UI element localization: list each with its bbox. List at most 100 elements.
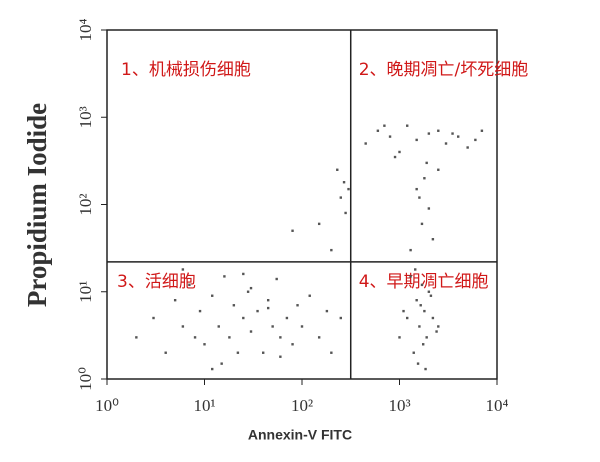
- point: [135, 336, 138, 339]
- point: [173, 299, 177, 302]
- quadrant-label: 3、活细胞: [117, 272, 196, 292]
- point: [418, 325, 421, 328]
- point: [480, 129, 484, 132]
- point: [425, 336, 428, 339]
- point: [383, 124, 386, 127]
- point: [423, 309, 426, 313]
- point: [279, 355, 282, 358]
- point: [474, 138, 477, 142]
- point: [402, 309, 405, 313]
- point: [425, 161, 428, 165]
- point: [414, 268, 417, 271]
- point: [279, 336, 282, 339]
- quadrant-label: 2、晚期凋亡/坏死细胞: [359, 60, 529, 80]
- point: [424, 367, 427, 371]
- point: [342, 181, 346, 184]
- point: [376, 129, 380, 132]
- point: [271, 325, 274, 328]
- point: [211, 294, 214, 297]
- point: [228, 336, 231, 339]
- point: [398, 336, 401, 339]
- point: [336, 168, 339, 171]
- x-axis-title: Annexin-V FITC: [248, 427, 352, 443]
- point: [300, 325, 304, 328]
- point: [437, 168, 440, 171]
- point: [330, 248, 333, 252]
- point: [412, 351, 415, 354]
- point: [420, 222, 424, 226]
- point: [181, 268, 185, 271]
- point: [435, 330, 438, 333]
- point: [427, 290, 431, 293]
- point: [246, 290, 250, 293]
- point: [152, 316, 155, 320]
- point: [339, 196, 342, 199]
- point: [291, 229, 294, 232]
- point: [242, 272, 245, 276]
- y-tick-label: 10²: [76, 193, 95, 215]
- point: [415, 138, 418, 142]
- quadrant-label: 4、早期凋亡细胞: [359, 272, 489, 292]
- point: [409, 248, 412, 252]
- point: [409, 275, 412, 278]
- point: [437, 325, 440, 328]
- point: [437, 129, 440, 132]
- point: [291, 343, 294, 346]
- point: [325, 309, 329, 313]
- point: [423, 177, 426, 180]
- point: [308, 294, 311, 297]
- x-tick-label: 10⁴: [486, 396, 509, 415]
- point: [198, 309, 202, 313]
- point: [393, 155, 397, 159]
- point: [427, 207, 431, 210]
- point: [317, 222, 321, 226]
- point: [429, 294, 433, 297]
- point: [220, 362, 223, 365]
- point: [419, 304, 422, 307]
- point: [347, 187, 350, 191]
- point: [249, 330, 253, 333]
- point: [420, 283, 424, 287]
- y-tick-label: 10³: [76, 106, 95, 128]
- point: [427, 132, 431, 135]
- point: [415, 299, 418, 302]
- point: [266, 306, 270, 310]
- point: [406, 316, 409, 320]
- point: [236, 351, 240, 354]
- point: [262, 351, 265, 354]
- point: [296, 304, 299, 307]
- y-tick-label: 10⁰: [76, 367, 95, 391]
- point: [431, 316, 435, 320]
- quadrant-label: 1、机械损伤细胞: [121, 60, 251, 80]
- point: [193, 336, 197, 339]
- point: [364, 142, 367, 145]
- point: [444, 142, 448, 145]
- y-tick-label: 10¹: [76, 281, 95, 303]
- point: [181, 325, 185, 328]
- point: [406, 124, 409, 127]
- point: [317, 336, 321, 339]
- point: [418, 196, 421, 199]
- x-tick-label: 10³: [388, 396, 410, 415]
- point: [256, 309, 259, 313]
- point: [466, 146, 469, 149]
- point: [223, 275, 226, 278]
- point: [203, 343, 206, 346]
- point: [232, 304, 236, 307]
- point: [275, 277, 278, 281]
- x-tick-label: 10²: [291, 396, 313, 415]
- point: [431, 238, 435, 241]
- point: [249, 286, 253, 290]
- point: [415, 187, 418, 191]
- point: [398, 150, 401, 154]
- point: [344, 211, 347, 215]
- point: [416, 362, 420, 365]
- point: [451, 132, 454, 135]
- y-axis-title: Propidium Iodide: [22, 103, 52, 307]
- point: [242, 316, 245, 320]
- point: [339, 316, 342, 320]
- point: [211, 367, 214, 371]
- point: [421, 343, 425, 346]
- y-tick-label: 10⁴: [76, 18, 95, 41]
